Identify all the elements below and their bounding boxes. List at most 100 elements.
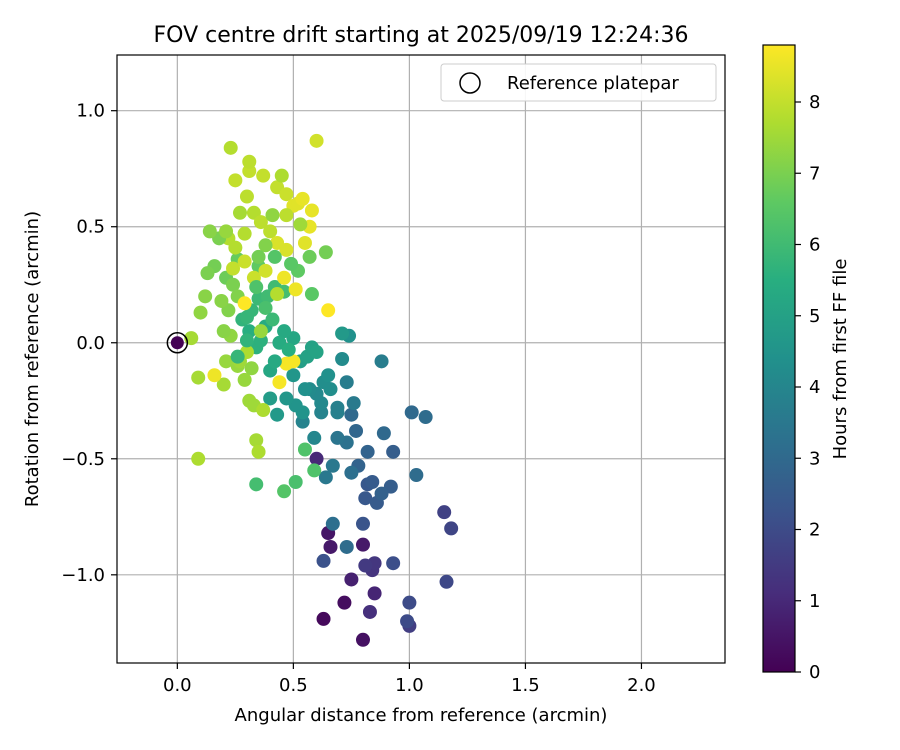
y-tick-label: −1.0 <box>61 565 105 586</box>
scatter-point <box>344 465 359 480</box>
scatter-point <box>237 296 252 311</box>
scatter-point <box>344 572 359 587</box>
scatter-point <box>297 442 312 457</box>
y-axis-ticks: −1.0 −0.5 0.0 0.5 1.0 <box>61 101 117 586</box>
x-tick-label: 2.0 <box>627 675 656 696</box>
scatter-point <box>344 407 359 422</box>
scatter-point <box>325 458 340 473</box>
scatter-point <box>279 242 294 257</box>
scatter-point <box>272 375 287 390</box>
scatter-point <box>253 324 268 339</box>
scatter-point <box>386 444 401 459</box>
scatter-point <box>214 293 229 308</box>
scatter-point <box>274 168 289 183</box>
scatter-point <box>339 539 354 554</box>
y-tick-label: −0.5 <box>61 449 105 470</box>
scatter-point <box>295 191 310 206</box>
scatter-point <box>265 312 280 327</box>
scatter-point <box>228 240 243 255</box>
scatter-point <box>321 303 336 318</box>
scatter-point <box>304 287 319 302</box>
scatter-point <box>244 361 259 376</box>
scatter-point <box>293 217 308 232</box>
scatter-point <box>439 574 454 589</box>
scatter-point <box>277 484 292 499</box>
scatter-point <box>323 382 338 397</box>
colorbar-tick-label: 6 <box>809 235 820 256</box>
scatter-point <box>251 249 266 264</box>
scatter-point <box>277 270 292 285</box>
scatter-point <box>339 375 354 390</box>
scatter-point <box>362 604 377 619</box>
y-tick-label: 0.0 <box>76 333 105 354</box>
colorbar-tick-label: 3 <box>809 448 820 469</box>
scatter-point <box>219 354 234 369</box>
legend-marker-icon <box>459 72 481 94</box>
scatter-point <box>337 595 352 610</box>
scatter-point <box>191 370 206 385</box>
scatter-point <box>279 391 294 406</box>
scatter-point <box>258 263 273 278</box>
scatter-point <box>309 133 324 148</box>
colorbar: 0 1 2 3 4 5 6 7 8 Hours from first FF file <box>762 44 851 683</box>
scatter-point <box>237 254 252 269</box>
scatter-point <box>367 586 382 601</box>
scatter-point <box>263 224 278 239</box>
scatter-point <box>237 372 252 387</box>
x-axis-label: Angular distance from reference (arcmin) <box>235 705 608 726</box>
scatter-point <box>284 256 299 271</box>
grid <box>117 55 725 663</box>
scatter-point <box>400 614 415 629</box>
x-tick-label: 1.5 <box>511 675 540 696</box>
scatter-point <box>279 208 294 223</box>
scatter-point <box>277 324 292 339</box>
scatter-point <box>270 407 285 422</box>
scatter-point <box>444 521 459 536</box>
colorbar-tick-label: 1 <box>809 591 820 612</box>
scatter-point <box>316 611 331 626</box>
scatter-point <box>256 168 271 183</box>
scatter-point <box>376 426 391 441</box>
scatter-point <box>418 410 433 425</box>
scatter-point <box>374 354 389 369</box>
scatter-point <box>253 215 268 230</box>
colorbar-gradient <box>762 44 796 673</box>
scatter-point <box>265 208 280 223</box>
scatter-point <box>258 238 273 253</box>
scatter-point <box>193 305 208 320</box>
scatter-point <box>330 405 345 420</box>
scatter-point <box>263 391 278 406</box>
scatter-point <box>286 368 301 383</box>
scatter-point <box>249 280 264 295</box>
scatter-point <box>302 249 317 264</box>
plot-frame <box>116 54 726 664</box>
scatter-point <box>237 226 252 241</box>
scatter-point <box>309 345 324 360</box>
scatter-point <box>297 382 312 397</box>
scatter-point <box>358 491 373 506</box>
scatter-point <box>335 326 350 341</box>
scatter-point <box>232 205 247 220</box>
colorbar-tick-label: 8 <box>809 92 820 113</box>
scatter-point <box>335 352 350 366</box>
reference-platepar-point <box>166 332 189 354</box>
scatter-point <box>216 324 231 339</box>
scatter-point <box>256 403 271 418</box>
x-axis-ticks: 0.0 0.5 1.0 1.5 2.0 <box>163 663 656 696</box>
x-tick-label: 0.5 <box>279 675 308 696</box>
scatter-point <box>219 224 234 239</box>
colorbar-tick-label: 5 <box>809 306 820 327</box>
scatter-point <box>297 235 312 250</box>
y-axis-label: Rotation from reference (arcmin) <box>22 211 43 507</box>
x-tick-label: 1.0 <box>395 675 424 696</box>
colorbar-ticks: 0 1 2 3 4 5 6 7 8 <box>795 92 820 683</box>
colorbar-tick-label: 7 <box>809 163 820 184</box>
scatter-point <box>226 277 241 292</box>
scatter-point <box>267 354 282 369</box>
scatter-point <box>437 505 452 520</box>
scatter-point <box>355 537 370 552</box>
scatter-point <box>226 261 241 276</box>
colorbar-label: Hours from first FF file <box>830 259 851 460</box>
scatter-point <box>402 595 417 610</box>
scatter-point <box>279 187 294 202</box>
